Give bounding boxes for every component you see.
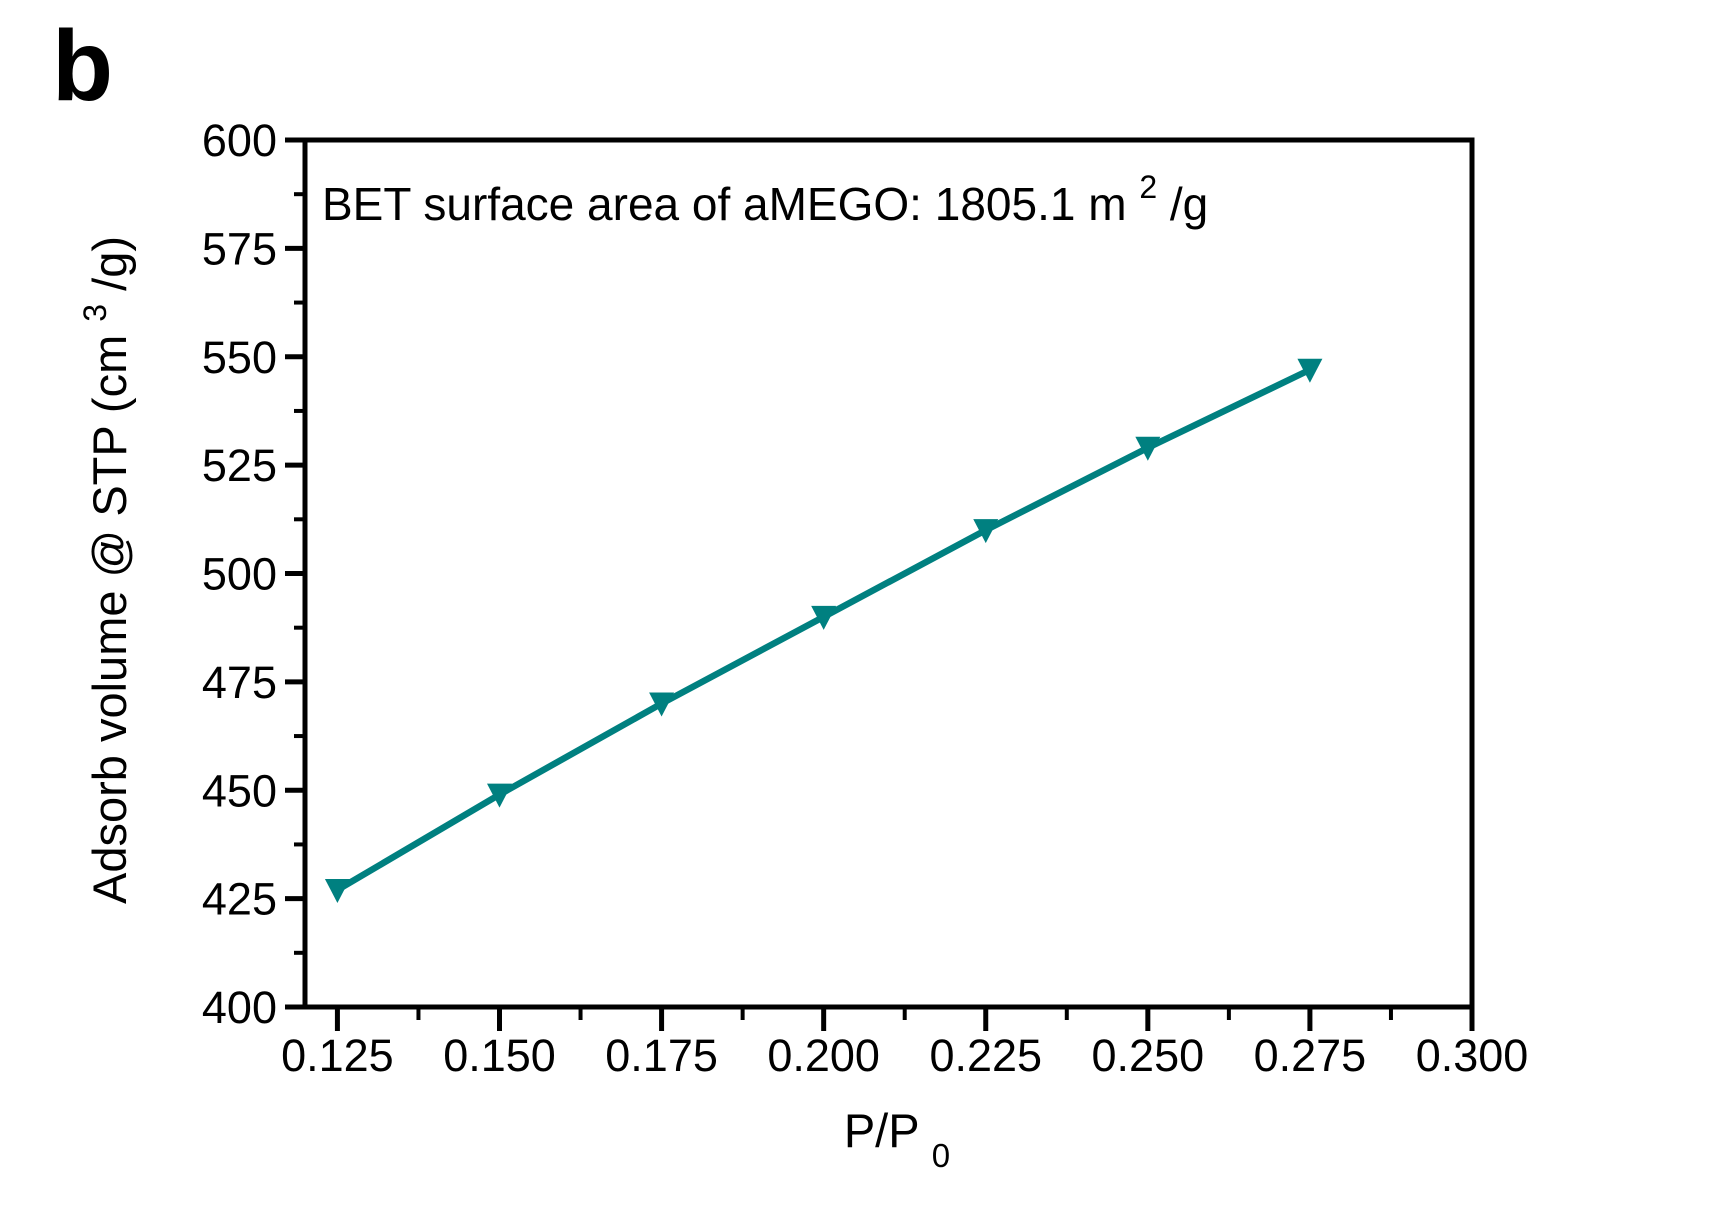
x-axis-label-subscript: 0: [932, 1137, 950, 1174]
data-series-layer: [324, 358, 1323, 903]
x-tick-label: 0.250: [1092, 1030, 1205, 1081]
annotation-main-text: BET surface area of aMEGO: 1805.1 m: [322, 178, 1127, 230]
x-axis-label: P/P 0: [844, 1104, 950, 1174]
data-point-marker: [1135, 436, 1161, 461]
bet-annotation: BET surface area of aMEGO: 1805.1 m 2 /g: [322, 156, 1208, 230]
data-point-marker: [973, 519, 999, 544]
y-axis-label-main: Adsorb volume @ STP (cm: [83, 335, 136, 904]
plot-frame: [302, 137, 1475, 1010]
x-tick-label: 0.300: [1416, 1030, 1529, 1081]
data-line: [334, 366, 1314, 894]
y-tick-label: 475: [202, 657, 277, 708]
y-tick-label: 600: [202, 115, 277, 166]
y-axis-label: Adsorb volume @ STP (cm 3 /g): [63, 236, 136, 904]
data-point-marker: [649, 692, 675, 717]
data-point-marker: [487, 783, 512, 808]
x-tick-label: 0.150: [443, 1030, 556, 1081]
x-tick-label: 0.175: [605, 1030, 718, 1081]
y-tick-label: 400: [202, 982, 277, 1033]
x-tick-label: 0.125: [281, 1030, 394, 1081]
data-point-marker: [1297, 358, 1323, 383]
y-tick-label: 575: [202, 223, 277, 274]
y-tick-label: 450: [202, 765, 277, 816]
panel-label: b: [52, 10, 114, 122]
x-tick-label: 0.200: [767, 1030, 880, 1081]
y-tick-label: 500: [202, 549, 277, 600]
y-tick-label: 425: [202, 874, 277, 925]
x-axis-label-main: P/P: [844, 1104, 919, 1157]
axes-layer: 0.125 0.150 0.175 0.200 0.225 0.250 0.275 0.300…: [202, 115, 1528, 1081]
annotation-unit-suffix: /g: [1170, 178, 1208, 230]
x-tick-label: 0.225: [929, 1030, 1042, 1081]
data-point-marker: [324, 878, 350, 903]
data-point-marker: [811, 605, 837, 630]
y-tick-label: 550: [202, 332, 277, 383]
annotation-superscript: 2: [1139, 169, 1157, 205]
y-axis-label-suffix: /g): [83, 236, 136, 291]
x-tick-label: 0.275: [1254, 1030, 1367, 1081]
y-tick-label: 525: [202, 440, 277, 491]
y-axis-label-superscript: 3: [77, 304, 113, 322]
